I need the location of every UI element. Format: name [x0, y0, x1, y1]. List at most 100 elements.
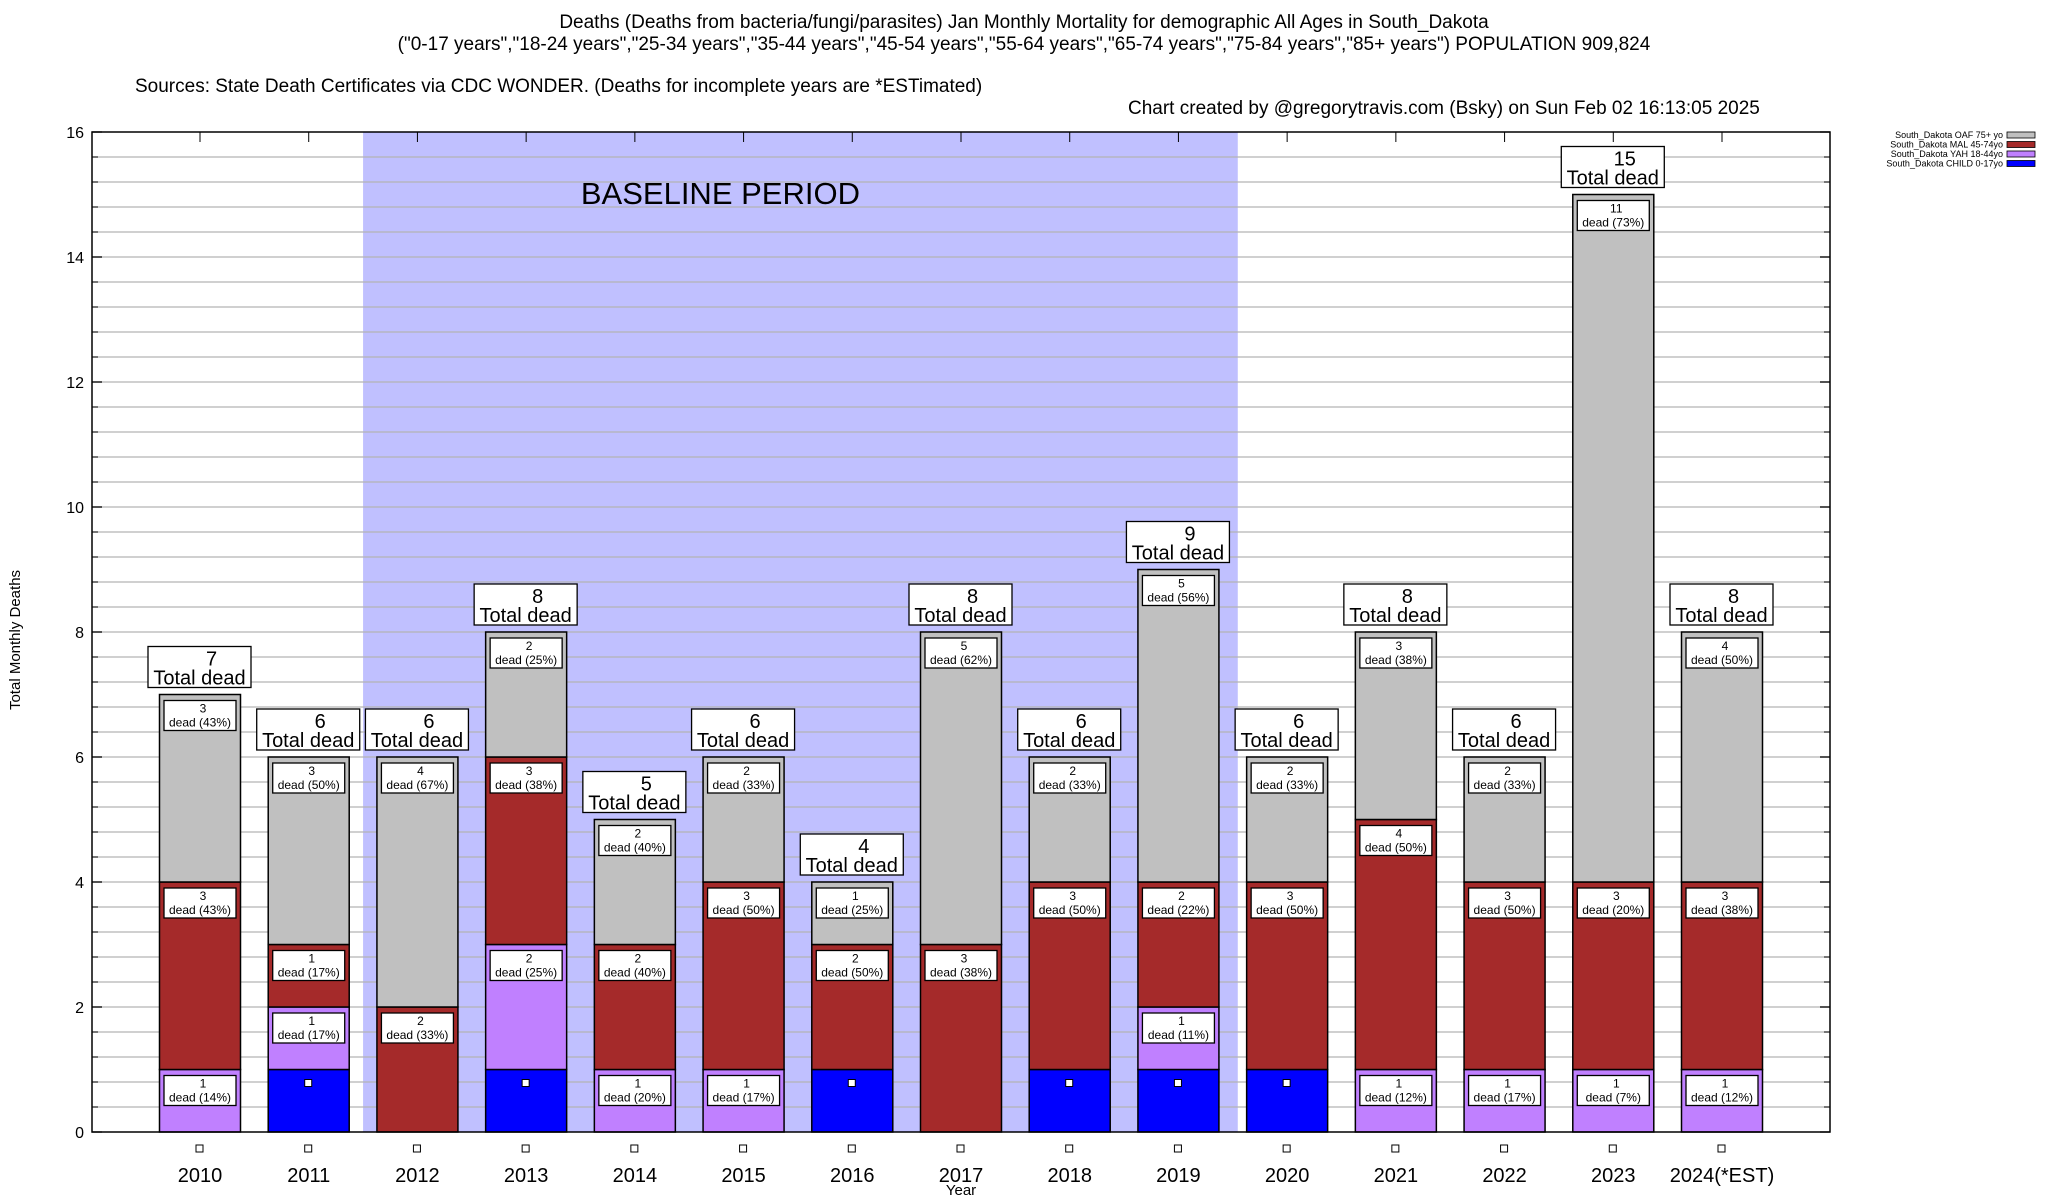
- segment-count: 3: [1396, 639, 1403, 653]
- segment-label-box: [272, 1012, 346, 1044]
- segment-label-box: [598, 1074, 672, 1107]
- bar-segment: [919, 631, 1003, 946]
- total-value: 15: [1614, 149, 1636, 171]
- total-value: 5: [641, 774, 652, 796]
- bar-segment: [484, 1068, 568, 1133]
- segment-label: dead (33%): [1474, 778, 1536, 792]
- segment-label-box: [1359, 637, 1433, 669]
- segment-label-box: [1033, 887, 1107, 919]
- legend-swatch: [2006, 141, 2036, 148]
- segment-count: 2: [635, 952, 642, 966]
- x-tick-label: 2014: [613, 1165, 658, 1187]
- total-label-box: [256, 708, 361, 751]
- y-axis-label: Total Monthly Deaths: [7, 570, 24, 710]
- segment-label-box: [163, 887, 237, 919]
- segment-label-box: [706, 762, 781, 794]
- segment-count: 3: [1287, 889, 1294, 903]
- x-tick-label: 2021: [1374, 1165, 1419, 1187]
- segment-label-box: [1467, 887, 1542, 919]
- segment-count: 4: [1396, 827, 1403, 841]
- segment-label: dead (62%): [930, 653, 992, 667]
- segment-label: dead (38%): [930, 966, 992, 980]
- legend-label: South_Dakota CHILD 0-17yo: [1886, 159, 2003, 169]
- total-value: 9: [1184, 524, 1195, 546]
- legend-label: South_Dakota MAL 45-74yo: [1890, 140, 2003, 150]
- total-label-box: [1451, 708, 1557, 751]
- segment-count: 1: [200, 1077, 207, 1091]
- segment-label: dead (50%): [278, 778, 340, 792]
- total-label-box: [1017, 708, 1122, 751]
- x-tick-label: 2019: [1156, 1165, 1201, 1187]
- segment-count: 1: [1396, 1077, 1403, 1091]
- total-label: Total dead: [697, 730, 789, 752]
- sources-text: Sources: State Death Certificates via CD…: [135, 76, 983, 97]
- x-marker: [195, 1144, 204, 1153]
- segment-count: 4: [1722, 639, 1729, 653]
- segment-label: dead (7%): [1586, 1091, 1641, 1105]
- legend-label: South_Dakota OAF 75+ yo: [1895, 130, 2003, 140]
- total-label: Total dead: [1675, 605, 1767, 627]
- segment-count: 3: [308, 764, 315, 778]
- segment-label-box: [924, 637, 998, 669]
- segment-count: 2: [526, 952, 533, 966]
- total-label: Total dead: [1567, 168, 1659, 190]
- total-label-box: [799, 833, 904, 876]
- total-label-box: [364, 708, 470, 751]
- segment-label-box: [1685, 1074, 1759, 1107]
- segment-label-box: [1467, 762, 1542, 794]
- segment-label: dead (43%): [169, 903, 231, 917]
- segment-count: 3: [1504, 889, 1511, 903]
- chart-subtitle: ("0-17 years","18-24 years","25-34 years…: [397, 34, 1651, 55]
- y-tick-label: 12: [66, 375, 84, 392]
- segment-marker: [521, 1079, 530, 1087]
- y-tick-label: 4: [75, 875, 84, 892]
- total-label: Total dead: [914, 605, 1006, 627]
- total-label: Total dead: [1132, 543, 1224, 565]
- total-label-box: [1669, 583, 1774, 626]
- y-tick-label: 6: [75, 750, 84, 767]
- total-value: 6: [315, 711, 326, 733]
- x-tick-label: 2023: [1591, 1165, 1636, 1187]
- y-tick-label: 2: [75, 1000, 84, 1017]
- segment-label-box: [1359, 824, 1433, 857]
- segment-marker: [304, 1079, 313, 1087]
- segment-marker: [1065, 1079, 1074, 1087]
- total-value: 4: [858, 836, 869, 858]
- x-tick-label: 2017: [939, 1165, 984, 1187]
- segment-label: dead (20%): [1582, 903, 1644, 917]
- segment-label: dead (17%): [713, 1091, 775, 1105]
- x-tick-label: 2024(*EST): [1670, 1165, 1775, 1187]
- total-label: Total dead: [806, 855, 898, 877]
- segment-label-box: [1250, 762, 1324, 794]
- segment-count: 3: [743, 889, 750, 903]
- segment-label: dead (25%): [495, 653, 557, 667]
- segment-count: 5: [961, 639, 968, 653]
- baseline-period-label: BASELINE PERIOD: [581, 176, 860, 211]
- x-tick-label: 2018: [1047, 1165, 1092, 1187]
- total-value: 8: [1728, 586, 1739, 608]
- x-marker: [1173, 1144, 1182, 1153]
- bar-segment: [1028, 1068, 1111, 1133]
- x-tick-label: 2015: [721, 1165, 766, 1187]
- total-label-box: [908, 583, 1013, 626]
- total-label: Total dead: [479, 605, 571, 627]
- segment-label: dead (73%): [1582, 216, 1644, 230]
- y-tick-label: 8: [75, 625, 84, 642]
- x-marker: [739, 1144, 748, 1153]
- credit-text: Chart created by @gregorytravis.com (Bsk…: [1128, 98, 1760, 119]
- total-label-box: [582, 770, 687, 814]
- bar-segment: [1354, 818, 1438, 1071]
- x-marker: [304, 1144, 313, 1153]
- segment-label-box: [489, 949, 563, 982]
- x-marker: [1282, 1144, 1291, 1153]
- segment-label-box: [380, 1012, 455, 1044]
- x-tick-label: 2013: [504, 1165, 549, 1187]
- segment-label-box: [272, 762, 346, 794]
- segment-count: 2: [417, 1014, 424, 1028]
- segment-label-box: [1576, 887, 1650, 919]
- segment-count: 3: [526, 764, 533, 778]
- segment-count: 1: [635, 1077, 642, 1091]
